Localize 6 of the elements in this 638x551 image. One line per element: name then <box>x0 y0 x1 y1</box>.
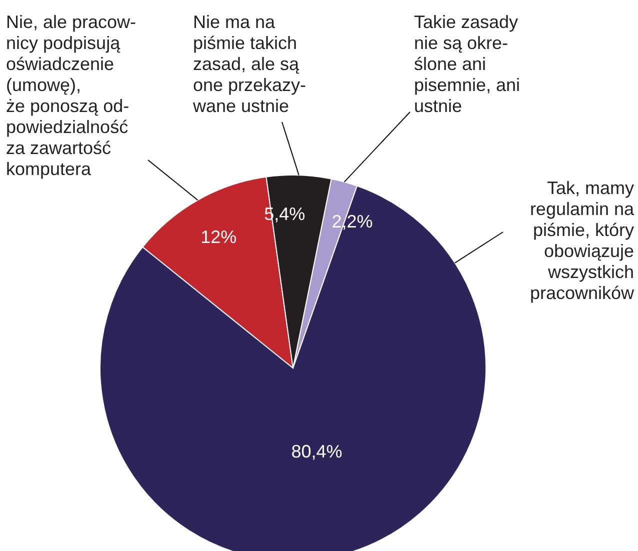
data-label: 80,4% <box>291 442 342 462</box>
slice-label: Takie zasady nie są okre- ślone ani pisemnie, ani ustnie <box>414 12 520 116</box>
slice-label: Nie, ale pracow- nicy podpisują oświadczenie (umowę), że ponoszą od- powiedzialność za zawartość komputera <box>6 12 136 179</box>
slice-label: Nie ma na piśmie takich zasad, ale są one przekazy- wane ustnie <box>192 12 306 116</box>
slice-label: Tak, mamy regulamin na piśmie, który obowiązuje wszystkich pracowników <box>530 178 635 303</box>
data-label: 12% <box>200 227 237 248</box>
